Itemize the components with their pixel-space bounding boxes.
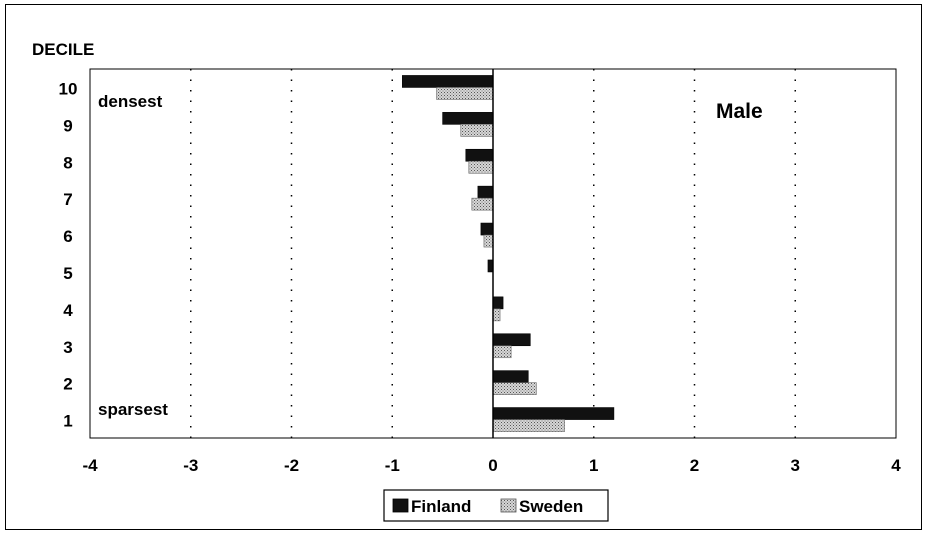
y-category-label: 10 bbox=[59, 79, 78, 98]
bar-finland-decile-4 bbox=[492, 296, 504, 310]
bar-finland-decile-10 bbox=[402, 75, 494, 88]
y-category-label: 7 bbox=[63, 190, 72, 209]
x-tick-label: -2 bbox=[284, 456, 299, 475]
bar-sweden-decile-6 bbox=[483, 234, 494, 248]
y-category-label: 8 bbox=[63, 153, 72, 172]
bar-finland-decile-5 bbox=[487, 259, 494, 273]
bar-sweden-decile-4 bbox=[492, 308, 501, 322]
bar-sweden-decile-2 bbox=[492, 382, 537, 395]
legend-swatch-sweden bbox=[500, 498, 517, 513]
bar-finland-decile-9 bbox=[442, 112, 494, 125]
bar-finland-decile-3 bbox=[492, 333, 531, 347]
bar-finland-decile-2 bbox=[492, 370, 529, 383]
annotation-densest: densest bbox=[98, 92, 163, 111]
bar-sweden-decile-1 bbox=[492, 419, 565, 432]
decile-bar-chart: -4 -3 -2 -1 0 1 2 3 4 10 9 8 7 6 5 4 3 2 1 DECILE Male de… bbox=[32, 40, 901, 522]
y-axis-title: DECILE bbox=[32, 40, 94, 59]
bar-sweden-decile-10 bbox=[436, 87, 494, 100]
x-tick-label: 3 bbox=[791, 456, 800, 475]
annotation-sparsest: sparsest bbox=[98, 400, 168, 419]
y-category-label: 6 bbox=[63, 227, 72, 246]
bar-sweden-decile-8 bbox=[468, 160, 494, 174]
bar-sweden-decile-9 bbox=[460, 124, 494, 137]
x-tick-label: 1 bbox=[589, 456, 598, 475]
x-tick-label: 2 bbox=[690, 456, 699, 475]
legend-box bbox=[383, 489, 609, 522]
y-category-label: 2 bbox=[63, 375, 72, 394]
x-tick-labels: -4 -3 -2 -1 0 1 2 3 4 bbox=[82, 456, 901, 475]
chart-frame: -4 -3 -2 -1 0 1 2 3 4 10 9 8 7 6 5 4 3 2 1 DECILE Male de… bbox=[5, 4, 922, 530]
y-category-label: 3 bbox=[63, 338, 72, 357]
x-tick-label: -1 bbox=[385, 456, 400, 475]
x-tick-label: -4 bbox=[82, 456, 98, 475]
bar-finland-decile-1 bbox=[492, 407, 615, 420]
bar-sweden-decile-7 bbox=[471, 197, 494, 211]
legend-label-sweden: Sweden bbox=[519, 497, 583, 516]
y-category-label: 9 bbox=[63, 116, 72, 135]
x-tick-label: -3 bbox=[183, 456, 198, 475]
bar-finland-decile-8 bbox=[465, 148, 494, 162]
x-tick-label: 0 bbox=[488, 456, 497, 475]
legend-swatch-finland bbox=[392, 498, 409, 513]
legend: Finland Sweden bbox=[383, 489, 609, 522]
chart-title: Male bbox=[716, 100, 763, 123]
y-category-label: 1 bbox=[63, 412, 72, 431]
bar-finland-decile-7 bbox=[477, 185, 494, 199]
bar-sweden-decile-3 bbox=[492, 345, 512, 359]
y-category-label: 5 bbox=[63, 264, 72, 283]
y-category-label: 4 bbox=[63, 301, 73, 320]
bar-finland-decile-6 bbox=[480, 222, 494, 236]
x-tick-label: 4 bbox=[891, 456, 901, 475]
y-category-labels: 10 9 8 7 6 5 4 3 2 1 bbox=[59, 79, 78, 430]
legend-label-finland: Finland bbox=[411, 497, 471, 516]
